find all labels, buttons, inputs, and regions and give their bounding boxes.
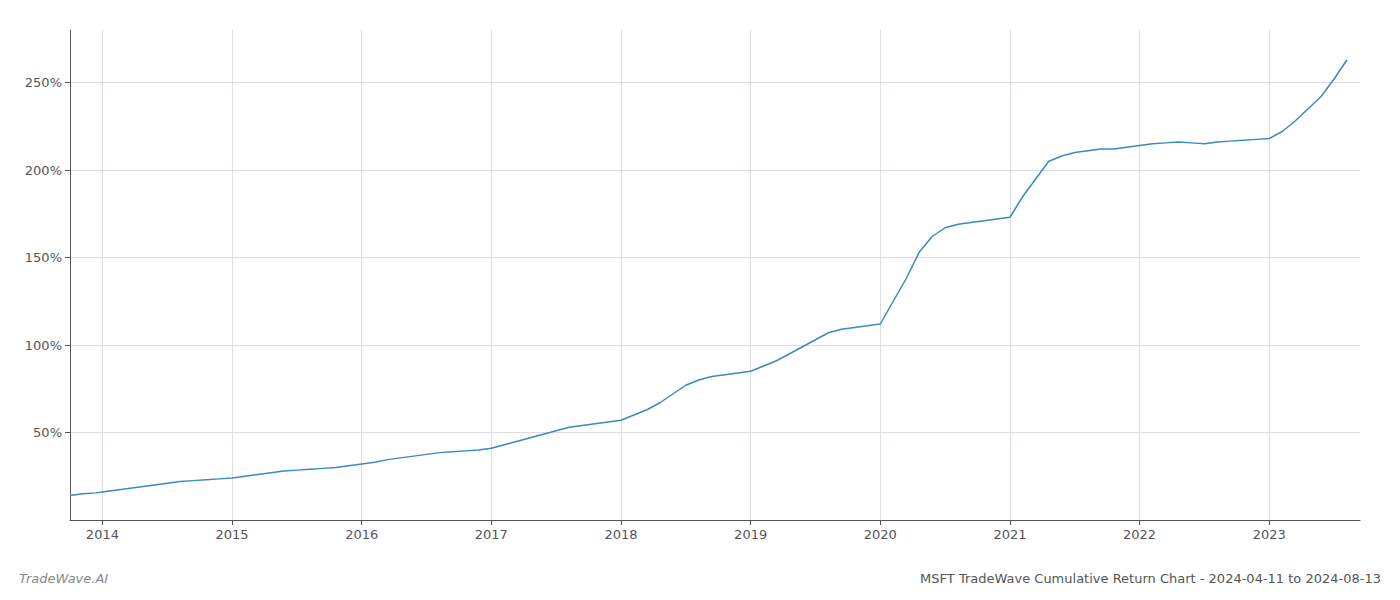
- svg-text:2022: 2022: [1123, 527, 1156, 542]
- svg-text:2015: 2015: [216, 527, 249, 542]
- svg-text:2014: 2014: [86, 527, 119, 542]
- svg-text:2021: 2021: [993, 527, 1026, 542]
- svg-text:2019: 2019: [734, 527, 767, 542]
- svg-text:MSFT TradeWave Cumulative Retu: MSFT TradeWave Cumulative Return Chart -…: [920, 571, 1381, 586]
- svg-text:2018: 2018: [604, 527, 637, 542]
- svg-text:2023: 2023: [1253, 527, 1286, 542]
- svg-text:2017: 2017: [475, 527, 508, 542]
- svg-text:250%: 250%: [25, 75, 62, 90]
- svg-text:2020: 2020: [864, 527, 897, 542]
- svg-text:200%: 200%: [25, 163, 62, 178]
- svg-text:2016: 2016: [345, 527, 378, 542]
- svg-text:TradeWave.AI: TradeWave.AI: [19, 571, 108, 586]
- svg-text:50%: 50%: [33, 425, 62, 440]
- svg-text:100%: 100%: [25, 338, 62, 353]
- svg-text:150%: 150%: [25, 250, 62, 265]
